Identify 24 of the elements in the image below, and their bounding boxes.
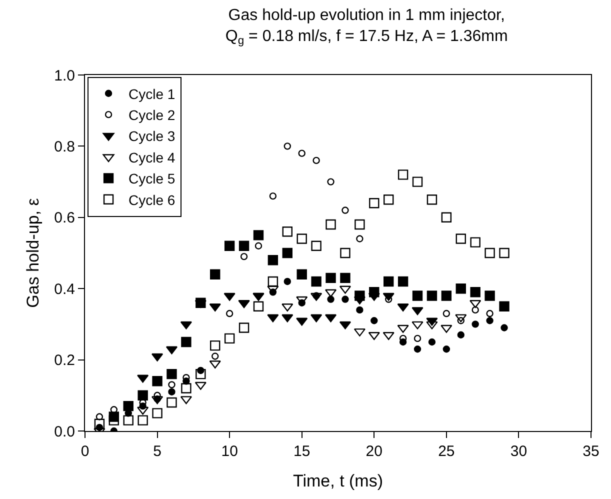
chart-title: Gas hold-up evolution in 1 mm injector,: [228, 6, 505, 24]
legend-label: Cycle 2: [128, 107, 176, 124]
legend-label: Cycle 4: [128, 149, 176, 166]
y-tick-label: 1.0: [54, 67, 75, 84]
y-tick-label: 0.4: [54, 280, 75, 298]
y-tick-label: 0.8: [54, 138, 75, 156]
x-tick-label: 0: [80, 443, 90, 460]
x-tick-label: 35: [582, 443, 600, 460]
legend-label: Cycle 5: [128, 170, 176, 187]
y-tick-label: 0.6: [54, 210, 75, 227]
x-tick-label: 10: [221, 443, 238, 460]
x-tick-label: 25: [438, 443, 455, 460]
legend-label: Cycle 6: [128, 192, 176, 208]
x-axis-title: Time, t (ms): [292, 471, 384, 490]
chart-subtitle: Q$_{g}$ = 0.18 ml/s, f = 17.5 Hz, A = 1.36mm: [225, 28, 508, 48]
legend-label: Cycle 3: [128, 128, 176, 144]
x-tick-label: 5: [153, 443, 162, 460]
x-tick-label: 15: [294, 443, 310, 460]
y-tick-label: 0.0: [54, 423, 75, 440]
x-tick-label: 20: [366, 443, 382, 460]
y-tick-label: 0.2: [54, 352, 75, 370]
x-tick-label: 30: [510, 443, 528, 460]
y-axis-title: Gas hold-up, ε: [24, 198, 43, 308]
legend-label: Cycle 1: [128, 86, 176, 102]
